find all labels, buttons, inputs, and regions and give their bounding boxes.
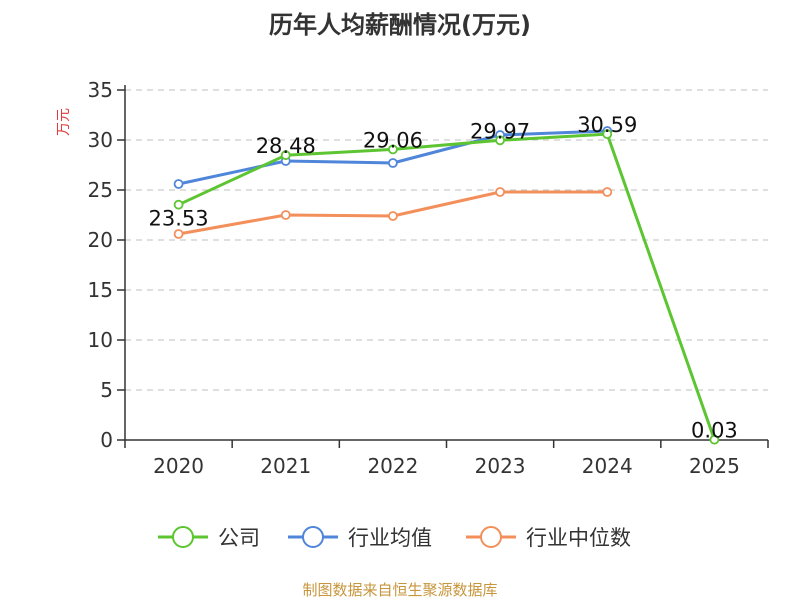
data-label: 28.48	[256, 134, 316, 158]
series-1-point[interactable]	[388, 158, 398, 168]
series-2-point[interactable]	[280, 210, 291, 220]
series-0-point[interactable]	[280, 150, 291, 161]
y-tick-label: 20	[88, 228, 113, 252]
y-tick-label: 35	[88, 78, 113, 102]
series-0-point[interactable]	[388, 144, 398, 155]
legend-item-1[interactable]: 行业均值	[288, 526, 432, 550]
y-tick-label: 0	[100, 428, 113, 452]
y-tick-label: 30	[88, 128, 113, 152]
legend-label: 行业均值	[348, 526, 432, 550]
series-2-point[interactable]	[173, 229, 184, 239]
x-tick-label: 2023	[475, 454, 526, 478]
series-2-point[interactable]	[495, 187, 505, 197]
grid	[125, 89, 768, 391]
y-tick-label: 15	[88, 278, 113, 302]
y-tick-label: 25	[88, 178, 113, 202]
x-tick-label: 2025	[689, 454, 740, 478]
source-note: 制图数据来自恒生聚源数据库	[302, 581, 497, 599]
legend[interactable]: 公司 行业均值 行业中位数	[158, 526, 631, 550]
series-0-point[interactable]	[709, 434, 720, 445]
data-label: 0.03	[691, 419, 738, 443]
x-tick-label: 2020	[153, 454, 204, 478]
series-0-point[interactable]	[495, 135, 505, 146]
data-label: 29.97	[470, 119, 530, 143]
series-0-point[interactable]	[602, 129, 613, 140]
series-0-line	[177, 132, 716, 441]
y-tick-label: 5	[100, 378, 113, 402]
y-tick-label: 10	[88, 328, 113, 352]
series	[173, 126, 720, 445]
x-tick-label: 2022	[367, 454, 418, 478]
series-0-point[interactable]	[173, 199, 184, 210]
legend-label: 公司	[218, 526, 260, 550]
y-axis-label: 万元	[56, 108, 72, 136]
legend-marker	[172, 526, 194, 548]
legend-label: 行业中位数	[526, 526, 631, 550]
data-label: 29.06	[363, 128, 423, 152]
chart-title: 历年人均薪酬情况(万元)	[269, 11, 531, 39]
legend-item-0[interactable]: 公司	[158, 526, 260, 550]
legend-item-2[interactable]: 行业中位数	[466, 526, 631, 550]
legend-marker	[302, 526, 324, 548]
data-label: 30.59	[577, 113, 637, 137]
series-2-point[interactable]	[388, 211, 398, 221]
x-tick-label: 2021	[260, 454, 311, 478]
data-labels: 23.53 28.48 29.06 29.97 30.59 0.03	[149, 113, 738, 443]
data-label: 23.53	[149, 207, 209, 231]
series-1-point[interactable]	[173, 179, 184, 189]
legend-marker	[480, 526, 502, 548]
series-2-point[interactable]	[602, 187, 613, 197]
x-tick-label: 2024	[582, 454, 633, 478]
